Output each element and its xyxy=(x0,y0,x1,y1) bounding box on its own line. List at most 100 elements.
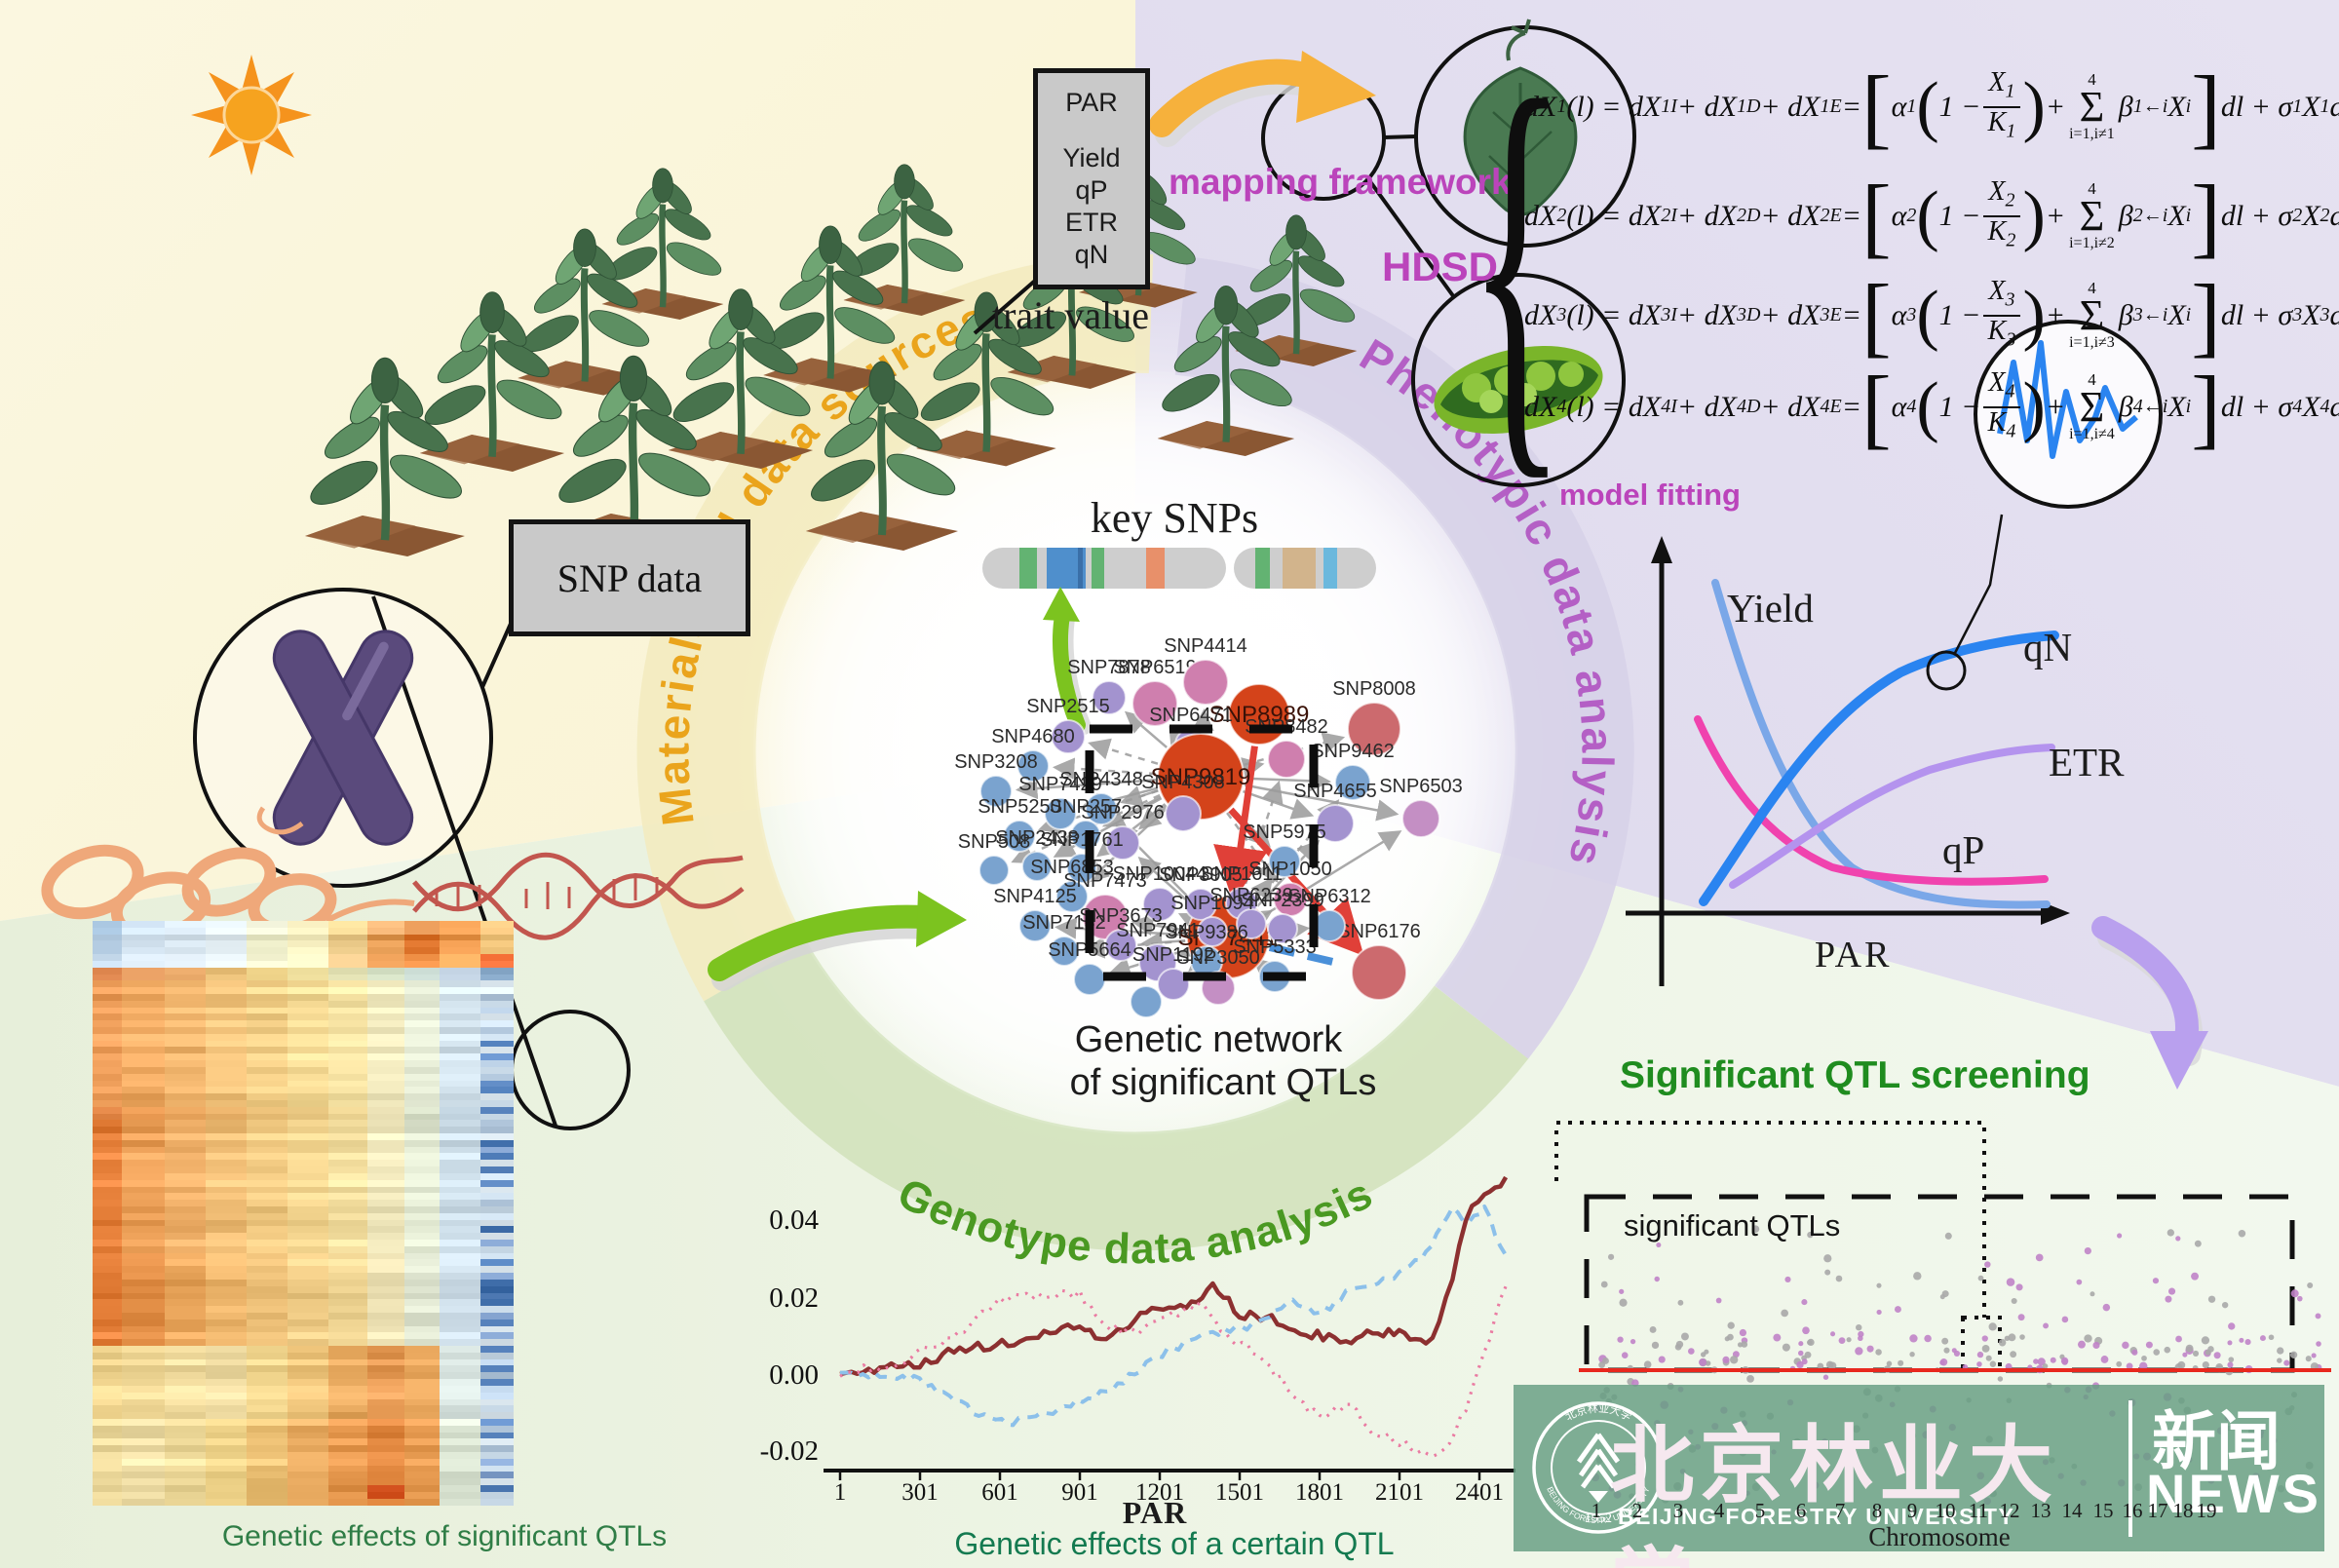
network-edge xyxy=(1177,912,1204,934)
heatmap-cell xyxy=(93,1245,122,1253)
heatmap-cell xyxy=(328,1279,367,1286)
network-node-label: SNP2438 xyxy=(995,827,1079,849)
scatter-dot xyxy=(2008,1333,2016,1342)
heatmap-cell xyxy=(93,1379,122,1386)
heatmap-cell xyxy=(288,1053,328,1061)
heatmap-cell xyxy=(288,1385,328,1393)
heatmap-cell xyxy=(480,1438,514,1446)
heatmap-cell xyxy=(122,1405,165,1413)
hdsd-equation-row: dX 1 (l) = dX 1 I + dX 1 D + dX 1 E = [α 1(1 − X1… xyxy=(1524,57,2339,157)
heatmap-cell xyxy=(440,1266,480,1274)
heatmap-cell xyxy=(480,1425,514,1433)
scatter-dot xyxy=(1939,1294,1945,1300)
heatmap-cell xyxy=(122,947,165,955)
heatmap-cell xyxy=(367,1245,404,1253)
heatmap-cell xyxy=(480,1106,514,1114)
scatter-dot xyxy=(1619,1298,1628,1307)
heatmap-cell xyxy=(328,1252,367,1260)
heatmap-cell xyxy=(440,1000,480,1008)
etr-curve xyxy=(1729,744,2055,889)
heatmap-cell xyxy=(93,993,122,1001)
heatmap-cell xyxy=(206,967,247,975)
heatmap-cell xyxy=(93,1412,122,1419)
heatmap-cell xyxy=(328,1405,367,1413)
heatmap-cell xyxy=(404,940,440,948)
heatmap-cell xyxy=(288,1365,328,1373)
heatmap-cell xyxy=(404,1060,440,1067)
heatmap-cell xyxy=(165,1047,206,1054)
network-edge xyxy=(1213,746,1268,902)
heatmap-cell xyxy=(247,1087,288,1094)
heatmap-cell xyxy=(93,1472,122,1479)
heatmap-cell xyxy=(480,1200,514,1206)
network-node-label: SNP1050 xyxy=(1248,859,1332,880)
heatmap-cell xyxy=(367,1205,404,1213)
heatmap-cell xyxy=(247,1219,288,1227)
heatmap-cell xyxy=(93,1200,122,1206)
network-node-label: SNP3050 xyxy=(1176,947,1260,969)
heatmap-cell xyxy=(93,1273,122,1280)
heatmap-cell xyxy=(247,1153,288,1161)
heatmap-cell xyxy=(404,1465,440,1472)
heatmap-cell xyxy=(206,1385,247,1393)
trait-value-label: trait value xyxy=(992,293,1150,337)
scatter-dot xyxy=(1858,1330,1864,1338)
network-node-label: SNP9386 xyxy=(1165,922,1248,943)
heatmap-cell xyxy=(206,921,247,928)
heatmap-cell xyxy=(247,1312,288,1319)
heatmap-cell xyxy=(122,1219,165,1227)
heatmap-cell xyxy=(93,1339,122,1346)
heatmap-cell xyxy=(206,1179,247,1187)
heatmap-cell xyxy=(165,1033,206,1041)
heatmap-cell xyxy=(440,1252,480,1260)
heatmap-cell xyxy=(247,1478,288,1486)
scatter-dot xyxy=(1807,1339,1813,1346)
network-node xyxy=(1401,799,1440,838)
heatmap-cell xyxy=(440,1113,480,1121)
heatmap-cell xyxy=(367,993,404,1001)
heatmap-cell xyxy=(440,954,480,961)
heatmap-cell xyxy=(480,1252,514,1260)
heatmap-cell xyxy=(404,1139,440,1147)
scatter-dot xyxy=(2037,1358,2046,1366)
scatter-dot xyxy=(2017,1314,2025,1321)
heatmap-cell xyxy=(165,1060,206,1067)
heatmap-cell xyxy=(404,1279,440,1286)
heatmap-cell xyxy=(440,1418,480,1426)
heatmap-cell xyxy=(440,1458,480,1466)
heatmap-cell xyxy=(367,1352,404,1359)
heatmap-cell xyxy=(440,1452,480,1459)
heatmap-cell xyxy=(206,1047,247,1054)
heatmap-cell xyxy=(328,1033,367,1041)
scatter-dot xyxy=(1654,1276,1660,1282)
etr-curve-label: ETR xyxy=(2049,740,2125,784)
heatmap-cell xyxy=(165,940,206,948)
network-node xyxy=(1236,908,1267,939)
heatmap-cell xyxy=(440,987,480,994)
heatmap-cell xyxy=(206,1292,247,1300)
heatmap-cell xyxy=(165,1186,206,1194)
network-node-label: SNP5975 xyxy=(1243,822,1326,843)
heatmap-cell xyxy=(404,1245,440,1253)
heatmap-cell xyxy=(122,1312,165,1319)
chromosome-number: 15 xyxy=(2092,1499,2114,1522)
heatmap-cell xyxy=(440,1193,480,1201)
hdsd-equation-row: dX 3 (l) = dX 3 I + dX 3 D + dX 3 E = [α 3(1 − X3… xyxy=(1524,265,2339,365)
heatmap-cell xyxy=(122,1498,165,1506)
heatmap-cell xyxy=(93,1219,122,1227)
heatmap-cell xyxy=(480,940,514,948)
heatmap-cell xyxy=(404,921,440,928)
heatmap-cell xyxy=(288,934,328,941)
scatter-dot xyxy=(1715,1297,1722,1304)
heatmap-cell xyxy=(122,1113,165,1121)
heatmap-cell xyxy=(480,1205,514,1213)
network-edge xyxy=(1052,757,1157,780)
heatmap-cell xyxy=(404,1405,440,1413)
heatmap-cell xyxy=(93,1179,122,1187)
heatmap-cell xyxy=(206,1000,247,1008)
heatmap-cell xyxy=(480,1245,514,1253)
screening-arrow-icon xyxy=(2091,916,2208,1090)
heatmap-cell xyxy=(480,1412,514,1419)
heatmap-cell xyxy=(404,1033,440,1041)
heatmap-cell xyxy=(93,1306,122,1313)
